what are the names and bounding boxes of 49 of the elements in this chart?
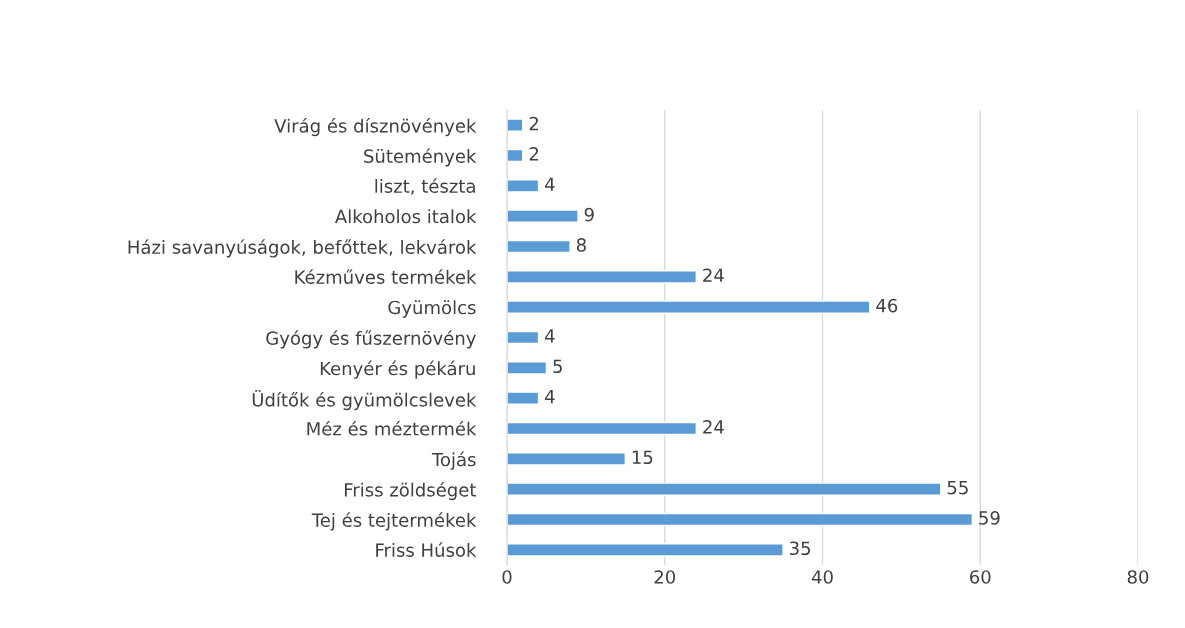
bar [507,239,571,254]
x-tick-label: 60 [970,570,991,584]
bar [507,391,540,405]
data-label: 35 [789,541,811,556]
data-label: 59 [979,511,1000,525]
data-label: 55 [947,480,968,495]
data-label: 4 [544,329,555,343]
data-label: 4 [544,177,555,191]
x-tick-label: 20 [654,570,676,584]
bar [507,543,784,557]
y-tick-label: Gyümölcs [388,300,476,318]
y-tick-label: Gyógy és fűszernövény [266,330,476,349]
x-tick-label: 40 [811,570,833,584]
bar [507,209,579,223]
bar [507,270,697,284]
data-label: 9 [584,207,594,222]
data-label: 15 [632,450,653,465]
data-label: 46 [876,298,898,313]
bar [507,118,524,132]
data-label: 24 [703,420,724,434]
data-label: 5 [553,359,562,374]
y-tick-label: Kenyér és pékáru [320,360,475,379]
data-label: 24 [703,268,724,282]
y-tick-label: liszt, tészta [375,178,475,195]
y-tick-label: Friss zöldséget [344,481,477,501]
y-tick-label: Méz és méztermék [307,420,477,436]
y-tick-label: Kézműves termékek [295,269,477,284]
data-label: 2 [529,116,539,131]
y-tick-label: Sütemények [364,148,477,167]
bar [507,452,627,466]
bar [507,482,942,496]
y-tick-label: Friss Húsok [376,542,477,557]
bar [507,179,540,193]
bar [507,512,974,527]
y-tick-label: Üdítők és gyümölcslevek [252,389,477,411]
y-tick-label: Alkoholos italok [334,209,477,224]
x-tick-label: 0 [502,570,512,584]
bar [507,361,548,375]
y-tick-label: Virág és dísznövények [274,117,477,137]
x-tick-label: 80 [1127,570,1149,584]
y-tick-label: Házi savanyúságok, befőttek, lekvárok [128,239,477,258]
data-label: 2 [529,147,539,161]
bar [507,421,697,436]
y-tick-label: Tej és tejtermékek [311,512,477,531]
bar [507,300,871,314]
y-tick-label: Tojás [431,451,476,470]
data-label: 8 [576,238,586,252]
data-label: 4 [544,389,555,404]
bar [507,330,540,345]
